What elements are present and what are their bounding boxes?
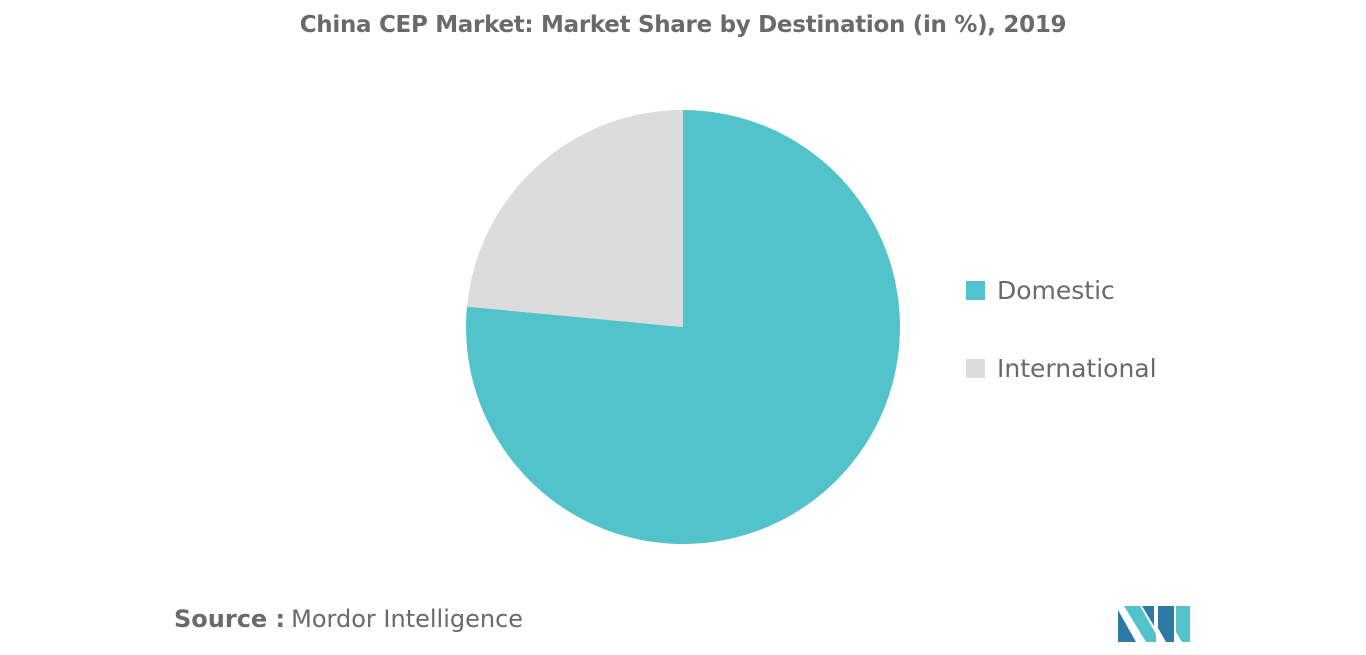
chart-title: China CEP Market: Market Share by Destin…	[299, 12, 1067, 38]
legend-label-domestic: Domestic	[997, 275, 1115, 305]
legend-item-international[interactable]: International	[966, 348, 1266, 388]
mordor-intelligence-logo-icon	[1118, 606, 1190, 642]
source-label: Source :	[174, 605, 286, 633]
legend: Domestic International	[966, 270, 1266, 426]
legend-swatch-international	[966, 358, 985, 378]
legend-item-domestic[interactable]: Domestic	[966, 270, 1266, 310]
pie-slices	[466, 110, 900, 544]
legend-swatch-domestic	[966, 280, 985, 300]
legend-label-international: International	[997, 353, 1157, 383]
pie-chart	[466, 110, 900, 544]
source-note: Source : Mordor Intelligence	[174, 605, 523, 633]
source-text: Mordor Intelligence	[291, 605, 524, 633]
pie-slice-international[interactable]	[466, 110, 683, 327]
